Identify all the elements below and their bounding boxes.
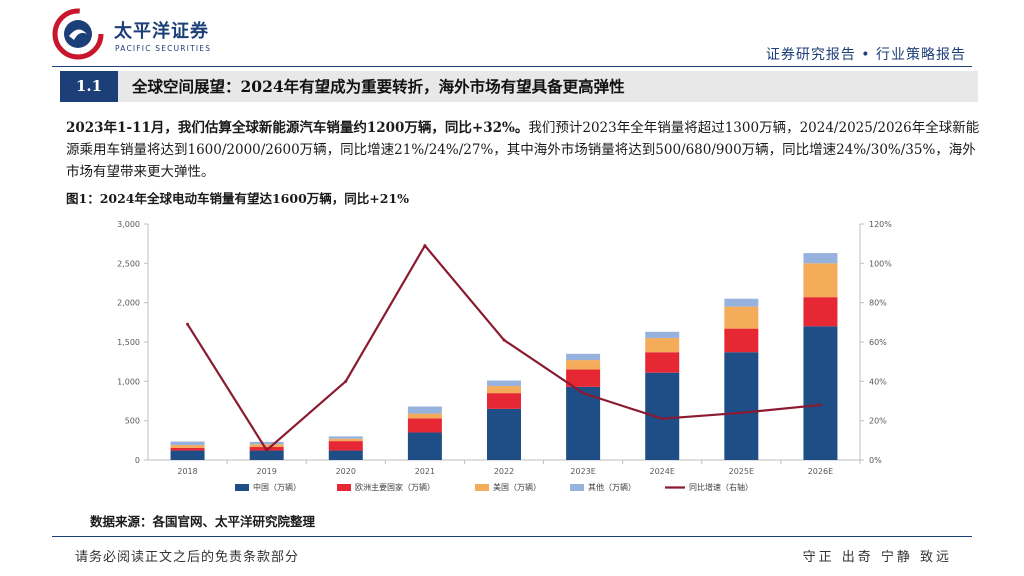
bar-segment	[407, 418, 442, 433]
bar-segment	[803, 297, 838, 327]
bar-segment	[249, 450, 284, 460]
y-left-tick-label: 1,500	[117, 338, 140, 347]
bar-segment	[566, 386, 601, 460]
y-left-tick-label: 1,000	[117, 377, 140, 386]
legend-swatch	[475, 484, 489, 491]
bar-segment	[407, 406, 442, 414]
bar-segment	[724, 298, 759, 307]
bar-segment	[249, 444, 284, 448]
bar-segment	[170, 441, 205, 446]
logo-text-en: PACIFIC SECURITIES	[115, 44, 212, 53]
bar-segment	[645, 331, 680, 339]
x-tick-label: 2021	[415, 467, 435, 476]
legend-swatch	[570, 484, 584, 491]
x-tick-label: 2018	[177, 467, 197, 476]
legend-label: 欧洲主要国家（万辆）	[355, 482, 435, 492]
bar-segment	[328, 450, 363, 460]
y-right-tick-label: 40%	[869, 377, 887, 386]
x-tick-label: 2019	[256, 467, 276, 476]
data-source: 数据来源：各国官网、太平洋研究院整理	[90, 514, 316, 529]
y-left-tick-label: 2,000	[117, 299, 140, 308]
growth-point	[423, 244, 427, 248]
bar-segment	[487, 380, 521, 387]
bar-segment	[645, 352, 680, 373]
pacific-securities-logo-icon	[52, 8, 104, 60]
growth-point	[581, 391, 585, 395]
company-logo: 太平洋证券 PACIFIC SECURITIES	[52, 8, 227, 60]
x-tick-label: 2023E	[570, 467, 595, 476]
bar-segment	[566, 353, 601, 361]
growth-point	[502, 338, 506, 342]
x-tick-label: 2026E	[808, 467, 833, 476]
legend-swatch	[235, 484, 249, 491]
growth-point	[660, 417, 664, 421]
growth-point	[739, 411, 743, 415]
bar-segment	[487, 386, 521, 394]
bar-segment	[724, 328, 759, 353]
bar-segment	[407, 432, 442, 460]
body-rest-text: 我们预计2023年全年销量将超过1300万辆，2024/2025/2026年全球…	[66, 120, 980, 180]
y-right-tick-label: 0%	[869, 456, 882, 465]
bar-segment	[170, 450, 205, 460]
section-number: 1.1	[60, 71, 118, 102]
section-heading-bar: 1.1 全球空间展望：2024年有望成为重要转折，海外市场有望具备更高弹性	[60, 71, 978, 102]
bar-segment	[803, 253, 838, 264]
bar-segment	[487, 393, 521, 409]
footer-divider	[52, 536, 972, 537]
bar-segment	[170, 447, 205, 451]
bar-segment	[328, 441, 363, 451]
legend-label: 美国（万辆）	[493, 482, 541, 492]
bar-segment	[803, 263, 838, 298]
bar-segment	[645, 338, 680, 353]
y-right-tick-label: 80%	[869, 299, 887, 308]
growth-point	[186, 322, 190, 326]
bar-segment	[407, 413, 442, 419]
x-tick-label: 2020	[336, 467, 356, 476]
bar-segment	[328, 436, 363, 439]
bar-segment	[566, 360, 601, 370]
disclaimer-note: 请务必阅读正文之后的免责条款部分	[75, 550, 300, 565]
legend-label: 中国（万辆）	[253, 482, 301, 492]
y-right-tick-label: 100%	[869, 259, 892, 268]
bar-segment	[803, 326, 838, 460]
bar-segment	[487, 408, 521, 460]
growth-point	[344, 379, 348, 383]
bar-segment	[249, 441, 284, 445]
body-lead-sentence: 2023年1-11月，我们估算全球新能源汽车销量约1200万辆，同比+32%。	[66, 120, 529, 136]
company-motto: 守正 出奇 宁静 致远	[802, 550, 952, 565]
figure-caption: 图1：2024年全球电动车销量有望达1600万辆，同比+21%	[66, 191, 410, 206]
logo-text-cn: 太平洋证券	[114, 21, 209, 42]
legend-swatch	[337, 484, 351, 491]
ev-sales-chart: 0 500 1,000 1,500 2,000 2,500 3,000 0% 20% 40% 60%…	[117, 220, 892, 492]
x-tick-label: 2024E	[650, 467, 675, 476]
legend-label: 其他（万辆）	[588, 482, 636, 492]
section-title: 全球空间展望：2024年有望成为重要转折，海外市场有望具备更高弹性	[132, 77, 625, 96]
growth-point	[265, 448, 269, 452]
y-left-tick-label: 3,000	[117, 220, 140, 229]
y-left-tick-label: 2,500	[117, 259, 140, 268]
report-type-label: 证券研究报告 • 行业策略报告	[765, 47, 966, 63]
growth-point	[818, 403, 822, 407]
bar-segment	[724, 306, 759, 329]
bar-segment	[724, 352, 759, 460]
y-left-tick-label: 500	[125, 417, 140, 426]
bar-segment	[328, 438, 363, 442]
y-right-tick-label: 20%	[869, 417, 887, 426]
header-divider	[52, 66, 972, 67]
bar-segment	[566, 369, 601, 387]
x-tick-label: 2022	[494, 467, 514, 476]
body-paragraph: 2023年1-11月，我们估算全球新能源汽车销量约1200万辆，同比+32%。我…	[66, 117, 982, 183]
y-right-tick-label: 60%	[869, 338, 887, 347]
y-right-tick-label: 120%	[869, 220, 892, 229]
bar-segment	[645, 372, 680, 460]
bar-segment	[170, 445, 205, 448]
y-left-tick-label: 0	[135, 456, 140, 465]
legend-label: 同比增速（右轴）	[689, 482, 753, 492]
x-tick-label: 2025E	[729, 467, 754, 476]
